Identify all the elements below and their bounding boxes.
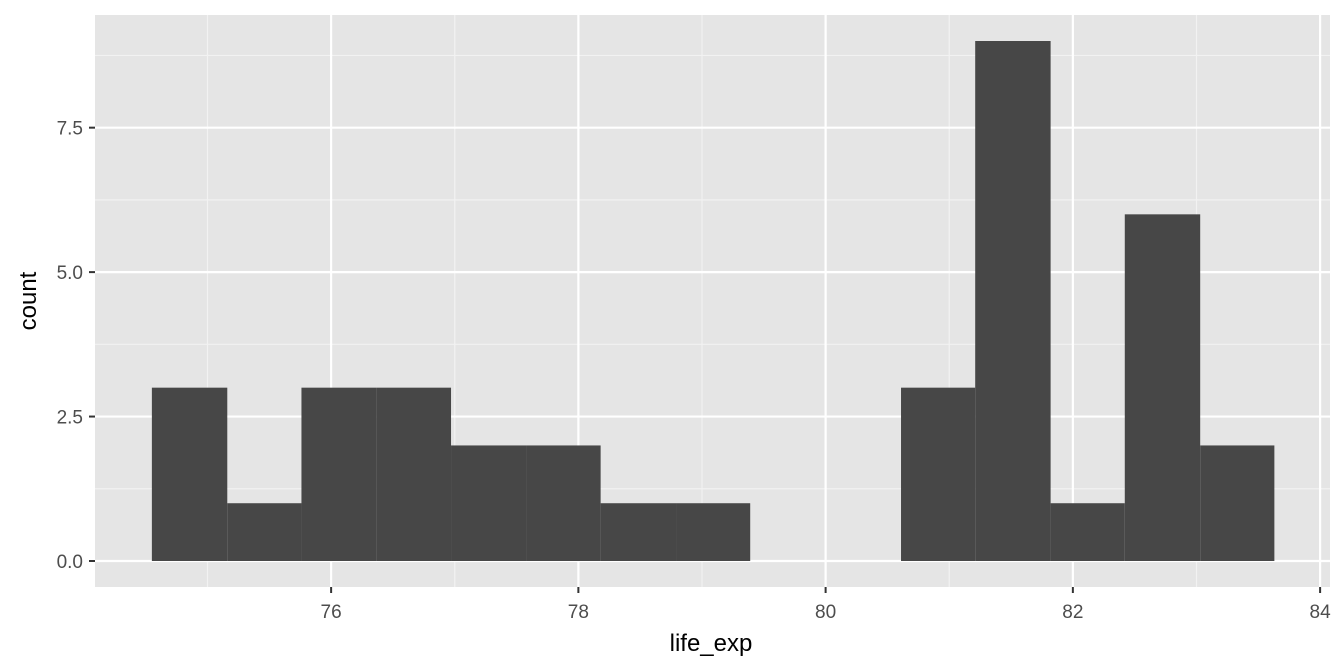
histogram-bars [151,41,1275,562]
plot-panel [95,15,1330,587]
grid-minor-lines [95,15,1330,587]
histogram-bar [151,387,228,561]
histogram-bar [600,503,677,561]
y-tick-label: 7.5 [57,119,83,140]
y-tick-label: 5.0 [57,263,83,284]
y-axis-ticks: 0.0 2.5 5.0 7.5 [57,119,95,573]
histogram-bar [1050,503,1125,561]
histogram-bar [901,387,976,561]
x-tick-label: 82 [1062,602,1083,623]
histogram-bar [975,41,1051,561]
x-axis-title: life_exp [670,630,753,657]
histogram-bar [526,445,601,561]
histogram-bar [676,503,751,561]
y-axis-title: count [15,271,42,330]
histogram-bar [451,445,527,561]
x-tick-label: 78 [568,602,589,623]
x-tick-label: 80 [815,602,836,623]
y-tick-label: 0.0 [57,552,83,573]
histogram-bar [1124,214,1201,562]
x-tick-label: 84 [1310,602,1332,623]
histogram-bar [376,387,452,561]
x-tick-label: 76 [321,602,342,623]
x-axis-ticks: 76 78 80 82 84 [321,587,1332,623]
histogram-bar [227,503,302,561]
histogram-bar [1200,445,1275,561]
y-tick-label: 2.5 [57,408,83,429]
histogram-bar [301,387,377,561]
